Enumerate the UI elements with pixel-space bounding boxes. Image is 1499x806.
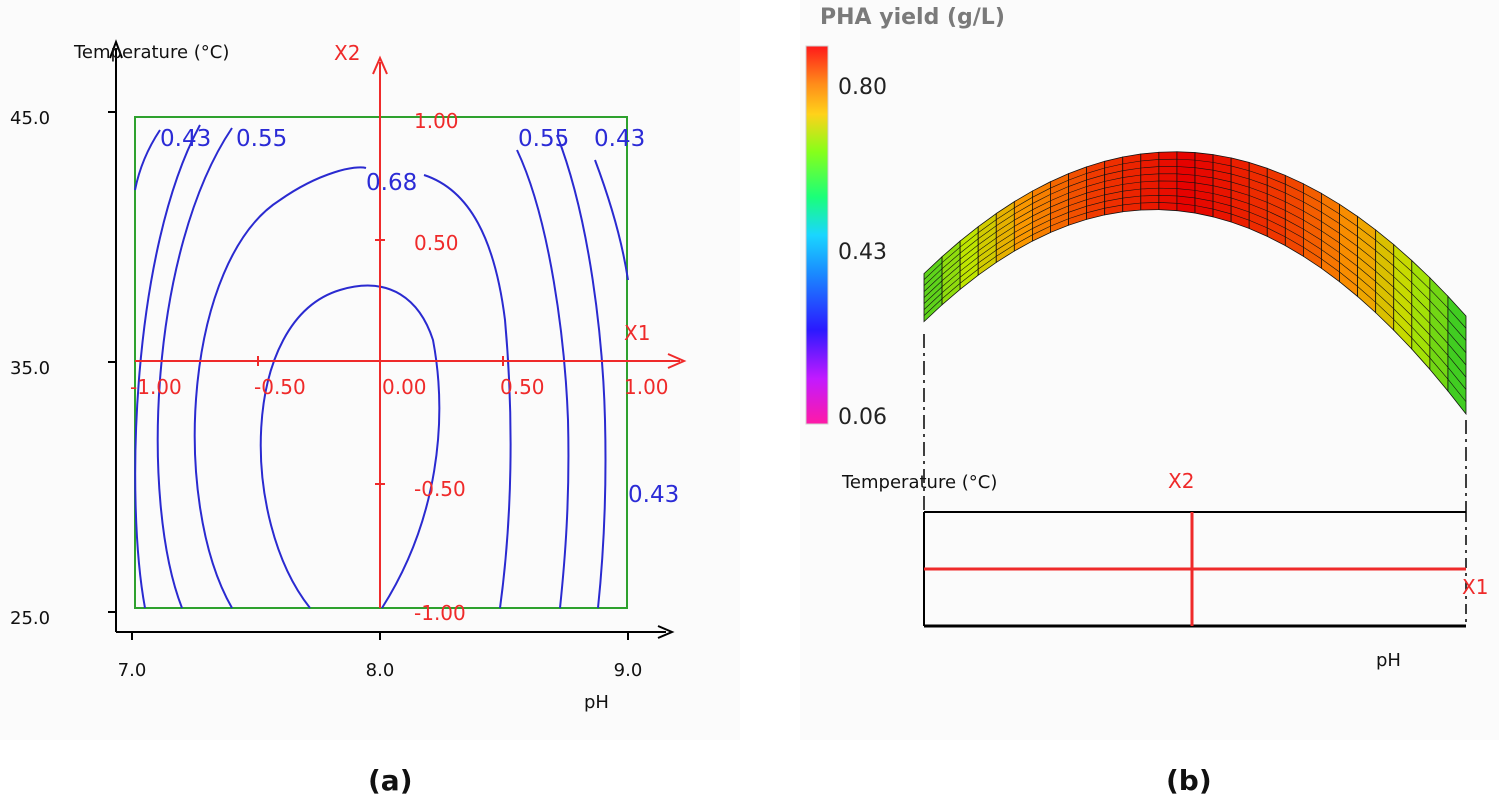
base-y-label: Temperature (°C) <box>841 472 997 493</box>
x-tick-label: 7.0 <box>118 660 147 681</box>
surface-strip <box>1303 183 1322 270</box>
coded-x2-arrow <box>372 55 388 75</box>
coded-x-tick-label: 0.00 <box>382 375 427 399</box>
surface-mesh-line <box>923 166 1467 341</box>
coded-x-tick-label: 1.00 <box>624 375 669 399</box>
caption-b: (b) <box>1166 764 1212 797</box>
surface-strip <box>1411 259 1431 371</box>
colorbar <box>805 45 829 425</box>
surface-mesh-line <box>923 158 1467 329</box>
surface-strip <box>1284 174 1304 257</box>
panel-b-background <box>800 0 1499 740</box>
coded-axes <box>135 55 687 608</box>
surface-strip <box>1339 203 1358 298</box>
surface-strip <box>1212 154 1232 223</box>
caption-a: (a) <box>368 764 413 797</box>
base-x-label: pH <box>1376 650 1401 671</box>
y-tick-label: 25.0 <box>10 608 50 629</box>
contour-label: 0.55 <box>236 126 287 152</box>
surface-plot: PHA yield (g/L) 0.80 0.43 0.06 Temperatu… <box>805 5 1488 671</box>
base-x2-label: X2 <box>1168 469 1194 493</box>
x-tick-label: 9.0 <box>614 660 643 681</box>
contour-line-0.55 <box>156 127 570 609</box>
x-tick-label: 8.0 <box>366 660 395 681</box>
surface-strip <box>1357 215 1377 314</box>
coded-y-tick-label: 1.00 <box>414 109 459 133</box>
surface-strip <box>1375 229 1395 332</box>
y-tick-label: 45.0 <box>10 108 50 129</box>
contour-line-0.68 <box>193 166 512 609</box>
x-axis-arrow <box>657 625 675 639</box>
surface-strip <box>1447 295 1467 416</box>
surface-mesh-line <box>923 173 1467 353</box>
coded-y-tick-label: -1.00 <box>414 601 466 625</box>
surface-strip <box>1393 243 1413 351</box>
coded-y-tick-label: -0.50 <box>414 477 466 501</box>
contour-line-0.55-outer <box>134 124 607 609</box>
response-surface <box>923 151 1467 416</box>
contour-label: 0.43 <box>594 126 645 152</box>
colorbar-tick-label: 0.43 <box>838 240 887 265</box>
coded-x1-arrow <box>667 353 687 369</box>
panel-a-background <box>0 0 740 740</box>
x-axis-title: pH <box>584 692 609 713</box>
base-x1-label: X1 <box>1462 575 1488 599</box>
colorbar-title: PHA yield (g/L) <box>820 5 1005 30</box>
contour-lines <box>134 124 629 609</box>
colorbar-tick-label: 0.06 <box>838 405 887 430</box>
contour-label: 0.43 <box>628 482 679 508</box>
colorbar-tick-label: 0.80 <box>838 75 887 100</box>
surface-strip <box>1266 167 1286 247</box>
y-axis-arrow <box>109 39 123 59</box>
coded-x-tick-label: -1.00 <box>130 375 182 399</box>
coded-x-name: X1 <box>624 321 650 345</box>
contour-line-0.43 <box>134 129 629 281</box>
coded-x-tick-label: 0.50 <box>500 375 545 399</box>
contour-label: 0.43 <box>160 126 211 152</box>
coded-x-tick-label: -0.50 <box>254 375 306 399</box>
surface-mesh-line <box>923 195 1467 390</box>
y-axis-title: Temperature (°C) <box>73 42 229 63</box>
coded-y-tick-label: 0.50 <box>414 231 459 255</box>
y-tick-label: 35.0 <box>10 358 50 379</box>
contour-line-inner <box>259 284 441 609</box>
contour-label: 0.55 <box>518 126 569 152</box>
surface-mesh-line <box>923 187 1467 378</box>
surface-strip <box>1321 192 1340 283</box>
contour-plot: 45.0 35.0 25.0 7.0 8.0 9.0 Temperature (… <box>10 39 687 713</box>
surface-mesh-line <box>923 180 1467 366</box>
surface-mesh-line <box>923 202 1467 402</box>
surface-strip <box>1429 276 1449 393</box>
contour-label: 0.68 <box>366 170 417 196</box>
coded-y-name: X2 <box>334 41 360 65</box>
